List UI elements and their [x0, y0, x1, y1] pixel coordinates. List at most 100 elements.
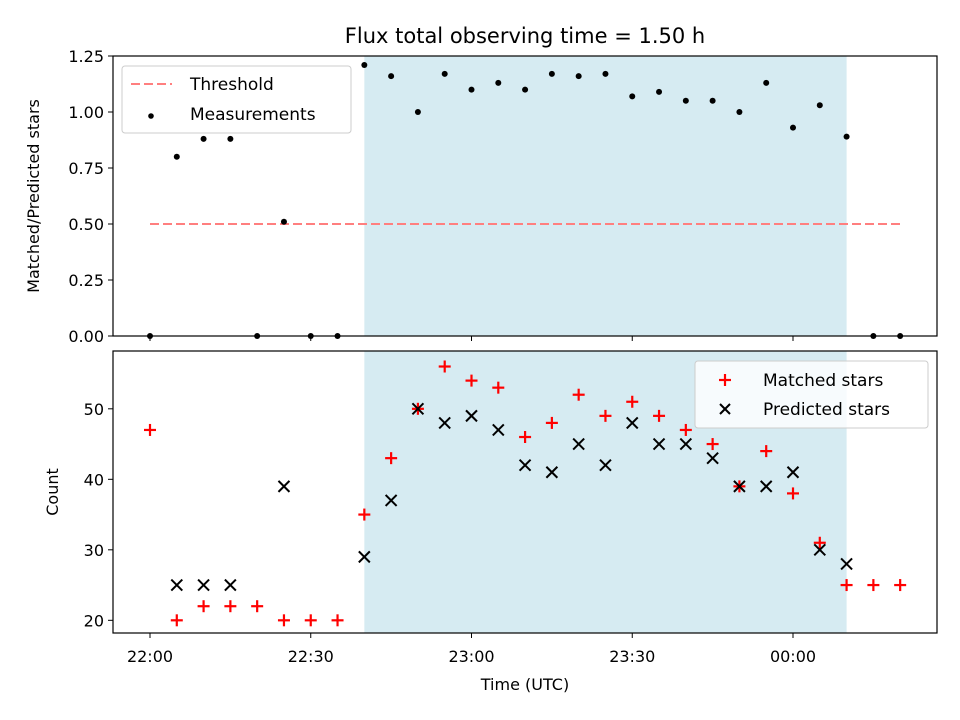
x-axis-label: Time (UTC): [480, 675, 569, 694]
matched-star-point: [144, 423, 156, 436]
predicted-star-point: [438, 416, 451, 430]
measurement-point: [227, 135, 234, 142]
top-y-ticks: 0.00 0.25 0.50 0.75 1.00 1.25: [68, 47, 113, 346]
measurement-point: [709, 97, 716, 104]
top-legend-box: [121, 65, 352, 134]
predicted-star-point: [786, 466, 800, 479]
matched-star-point: [545, 416, 558, 429]
predicted-star-point: [626, 416, 639, 430]
predicted-star-point: [760, 480, 773, 493]
bottom-legend-box: [694, 360, 929, 429]
y-tick-label: 1.00: [68, 103, 104, 122]
chart-title: Flux total observing time = 1.50 h: [345, 24, 705, 48]
matched-star-point: [492, 381, 505, 394]
predicted-star-point: [813, 543, 826, 557]
y-tick-label: 30: [84, 541, 104, 560]
y-tick-label: 0.50: [68, 215, 104, 234]
measurement-point: [414, 109, 421, 115]
top-panel: 0.00 0.25 0.50 0.75 1.00 1.25 Matched/Predict…: [24, 47, 938, 346]
legend-threshold-label: Threshold: [189, 75, 274, 95]
measurement-point: [602, 70, 609, 77]
measurement-point: [763, 79, 770, 86]
matched-star-point: [760, 445, 773, 458]
matched-star-point: [304, 614, 317, 627]
x-tick-label: 22:30: [288, 647, 334, 666]
y-tick-label: 0.25: [68, 271, 104, 290]
top-highlight-span: [364, 56, 847, 336]
predicted-star-point: [545, 466, 559, 479]
matched-star-point: [277, 614, 290, 627]
predicted-star-point: [170, 578, 183, 592]
x-tick-label: 23:30: [609, 647, 655, 666]
predicted-star-point: [197, 578, 210, 592]
bottom-y-ticks: 20 30 40 50: [84, 400, 113, 630]
matched-star-point: [519, 431, 532, 444]
measurement-point: [816, 102, 823, 109]
predicted-stars-points: [170, 402, 853, 592]
x-tick-label: 23:00: [448, 647, 494, 666]
top-legend: Threshold Measurements: [121, 65, 352, 134]
predicted-star-point: [465, 409, 478, 423]
matched-star-point: [385, 452, 398, 465]
predicted-star-point: [572, 437, 585, 451]
y-tick-label: 50: [84, 400, 104, 419]
matched-star-point: [572, 388, 585, 401]
measurement-point: [388, 73, 395, 80]
predicted-star-point: [277, 480, 291, 493]
matched-star-point: [331, 614, 344, 627]
legend-measurements-swatch: [148, 113, 154, 119]
bottom-x-ticks: 22:00 22:30 23:00 23:30 00:00: [127, 633, 816, 666]
legend-measurements-label: Measurements: [190, 105, 316, 125]
measurement-point: [575, 73, 582, 80]
measurement-point: [441, 70, 448, 77]
matched-star-point: [170, 614, 183, 627]
predicted-star-point: [224, 578, 237, 592]
y-tick-label: 0.00: [68, 327, 104, 346]
predicted-star-point: [384, 494, 398, 507]
measurement-point: [468, 86, 475, 93]
bottom-y-axis-label: Count: [43, 468, 62, 516]
measurement-point: [843, 133, 850, 140]
y-tick-label: 0.75: [68, 159, 104, 178]
predicted-star-point: [358, 550, 371, 564]
legend-predicted-label: Predicted stars: [763, 400, 890, 420]
predicted-star-point: [840, 557, 853, 571]
matched-star-point: [599, 409, 612, 422]
matched-star-point: [867, 579, 880, 592]
predicted-star-point: [492, 423, 505, 437]
measurement-points: [147, 61, 904, 339]
bottom-legend: Matched stars Predicted stars: [694, 360, 929, 429]
matched-star-point: [706, 438, 719, 451]
predicted-star-point: [706, 451, 719, 465]
y-tick-label: 1.25: [68, 47, 104, 66]
predicted-star-point: [411, 402, 425, 416]
measurement-point: [736, 109, 743, 115]
top-x-ticks: [149, 336, 794, 341]
top-plot-frame: [112, 55, 938, 337]
predicted-star-point: [733, 480, 746, 493]
measurement-point: [656, 88, 663, 95]
matched-star-point: [679, 423, 692, 436]
measurement-point: [682, 97, 689, 104]
y-tick-label: 20: [84, 611, 104, 630]
matched-star-point: [653, 409, 666, 422]
predicted-star-point: [652, 437, 666, 451]
measurement-point: [280, 218, 287, 225]
matched-star-point: [224, 600, 237, 613]
matched-star-point: [787, 487, 799, 500]
measurement-point: [548, 70, 555, 77]
matched-star-point: [626, 395, 639, 408]
predicted-star-point: [518, 459, 532, 472]
measurement-point: [522, 86, 529, 93]
measurement-point: [790, 124, 796, 131]
matched-star-point: [894, 579, 907, 592]
x-tick-label: 00:00: [770, 647, 816, 666]
legend-matched-label: Matched stars: [763, 371, 883, 391]
matched-star-point: [465, 374, 478, 387]
top-y-axis-label: Matched/Predicted stars: [24, 99, 43, 293]
matched-stars-points: [144, 360, 907, 627]
legend-matched-swatch: [719, 374, 731, 386]
legend-predicted-swatch: [719, 403, 731, 415]
predicted-star-point: [599, 459, 612, 472]
matched-star-point: [251, 600, 264, 613]
